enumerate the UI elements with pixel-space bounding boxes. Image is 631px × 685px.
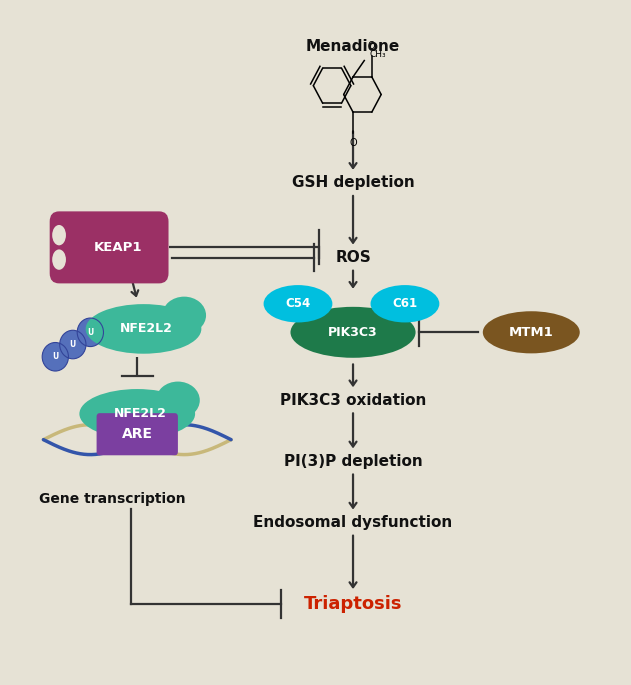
Text: MTM1: MTM1	[509, 326, 553, 339]
Text: KEAP1: KEAP1	[94, 241, 143, 254]
Text: CH₃: CH₃	[369, 49, 386, 58]
Text: O: O	[349, 138, 357, 148]
Text: NFE2L2: NFE2L2	[120, 323, 173, 336]
Ellipse shape	[52, 249, 66, 270]
Text: U: U	[52, 352, 59, 361]
Text: PI(3)P depletion: PI(3)P depletion	[284, 454, 422, 469]
Text: PIK3C3 oxidation: PIK3C3 oxidation	[280, 393, 426, 408]
Text: GSH depletion: GSH depletion	[292, 175, 415, 190]
Text: Triaptosis: Triaptosis	[304, 595, 403, 613]
Ellipse shape	[264, 285, 333, 323]
Ellipse shape	[162, 297, 206, 334]
Text: Endosomal dysfunction: Endosomal dysfunction	[254, 515, 452, 530]
Text: U: U	[69, 340, 76, 349]
Ellipse shape	[60, 330, 86, 359]
Text: O: O	[368, 41, 375, 51]
FancyBboxPatch shape	[97, 413, 178, 456]
Text: C54: C54	[285, 297, 310, 310]
Text: PIK3C3: PIK3C3	[328, 326, 378, 339]
Text: C61: C61	[392, 297, 418, 310]
Ellipse shape	[370, 285, 439, 323]
Ellipse shape	[483, 311, 580, 353]
Text: ARE: ARE	[122, 427, 153, 441]
Text: ROS: ROS	[335, 250, 371, 265]
Ellipse shape	[77, 318, 103, 347]
Ellipse shape	[290, 307, 416, 358]
Text: Menadione: Menadione	[306, 40, 400, 54]
Ellipse shape	[156, 382, 200, 419]
Text: U: U	[87, 328, 93, 337]
Ellipse shape	[86, 304, 201, 353]
Ellipse shape	[52, 225, 66, 245]
FancyBboxPatch shape	[50, 212, 168, 284]
Text: Gene transcription: Gene transcription	[39, 492, 186, 506]
Ellipse shape	[42, 342, 68, 371]
Ellipse shape	[80, 389, 195, 438]
Text: NFE2L2: NFE2L2	[114, 408, 167, 421]
